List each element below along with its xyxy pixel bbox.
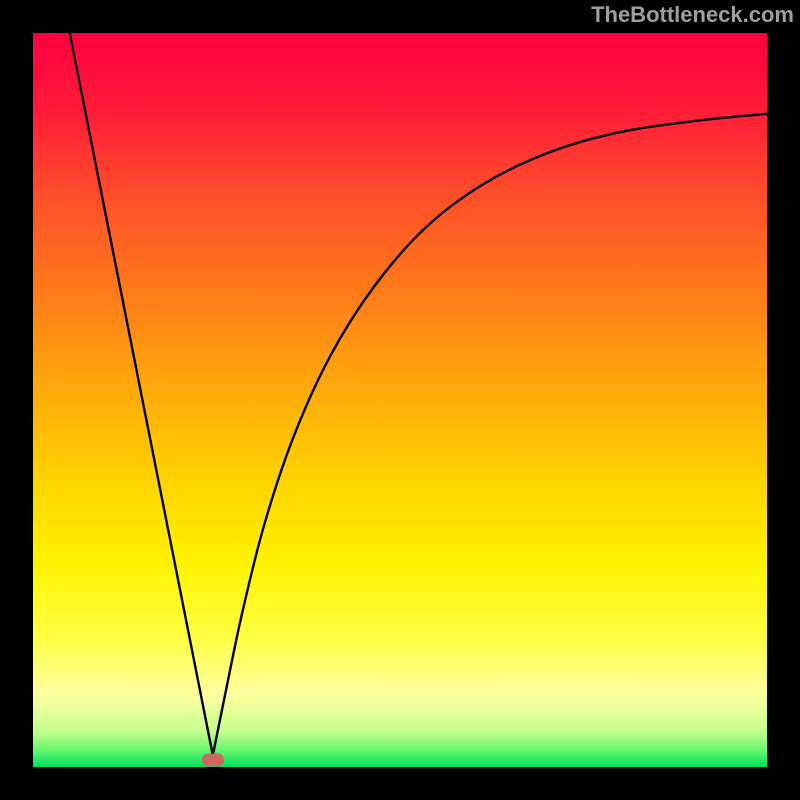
curve-path (70, 33, 767, 755)
bottleneck-curve (33, 33, 767, 767)
chart-container: TheBottleneck.com (0, 0, 800, 800)
watermark-text: TheBottleneck.com (591, 2, 794, 28)
vertex-marker (202, 753, 224, 766)
plot-area (33, 33, 767, 767)
